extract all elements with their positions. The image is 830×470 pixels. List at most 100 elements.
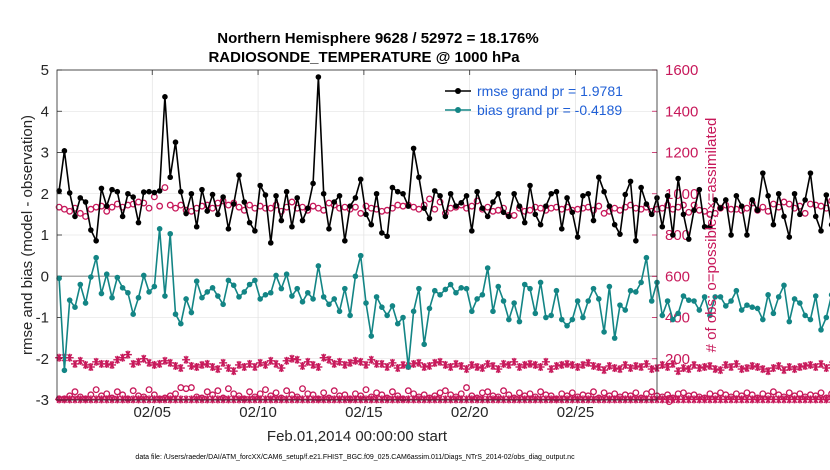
obs-possible-point <box>187 384 195 392</box>
rmse-point <box>537 221 544 228</box>
obs-assimilated-point <box>213 365 222 374</box>
obs-assimilated-point <box>446 363 455 371</box>
obs-assimilated-point <box>298 361 307 370</box>
rmse-point <box>98 185 105 192</box>
obs-assimilated-point <box>573 395 582 404</box>
obs-assimilated-point <box>245 395 254 404</box>
rmse-point <box>601 188 607 195</box>
bias-point <box>749 304 756 310</box>
rmse-point <box>633 237 639 244</box>
obs-assimilated-point <box>732 359 741 368</box>
obs-assimilated-point <box>155 359 164 368</box>
bias-point <box>712 294 719 300</box>
rmse-point <box>728 232 734 238</box>
bias-point <box>760 316 766 323</box>
bias-point <box>394 320 401 327</box>
bias-point <box>786 318 793 325</box>
obs-assimilated-point <box>272 359 281 368</box>
obs-assimilated-point <box>499 395 508 404</box>
obs-possible-point <box>71 388 79 396</box>
obs-assimilated-point <box>383 395 392 404</box>
obs-possible-point <box>680 201 687 209</box>
bias-point <box>458 285 465 291</box>
x-axis-label: Feb.01,2014 00:00:00 start <box>267 428 448 445</box>
rmse-point <box>103 203 110 209</box>
obs-assimilated-point <box>108 360 117 369</box>
bias-point <box>770 310 777 317</box>
rmse-point <box>675 175 681 182</box>
rmse-point <box>712 197 719 203</box>
obs-assimilated-point <box>827 395 830 404</box>
obs-assimilated-point <box>700 363 709 371</box>
rmse-point <box>442 213 449 220</box>
obs-assimilated-point <box>478 364 487 373</box>
bias-point <box>638 279 644 286</box>
rmse-point <box>453 203 459 209</box>
rmse-point <box>363 211 369 218</box>
obs-assimilated-point <box>425 361 434 370</box>
bias-point <box>659 312 666 319</box>
obs-assimilated-point <box>314 363 323 371</box>
bias-point <box>595 296 602 302</box>
bias-point <box>691 298 697 304</box>
plot-frame <box>56 69 658 401</box>
bias-point <box>590 285 597 292</box>
rmse-point <box>569 209 576 216</box>
bias-point <box>289 293 295 299</box>
rmse-point <box>167 174 174 181</box>
obs-assimilated-point <box>287 395 296 404</box>
rmse-point <box>267 240 274 246</box>
rmse-point <box>178 188 184 195</box>
obs-possible-point <box>246 201 254 209</box>
rmse-point <box>294 195 301 201</box>
rmse-point <box>379 230 385 236</box>
obs-assimilated-point <box>642 359 651 368</box>
bias-point <box>66 297 73 303</box>
bias-point <box>209 285 216 291</box>
obs-assimilated-point <box>393 364 402 373</box>
obs-assimilated-point <box>197 360 206 369</box>
obs-assimilated-point <box>758 365 767 374</box>
obs-possible-point <box>262 386 269 394</box>
obs-assimilated-point <box>166 358 175 367</box>
obs-assimilated-point <box>785 363 794 371</box>
y-tick-label-right: 1400 <box>665 103 698 120</box>
rmse-point <box>172 139 179 145</box>
bias-point <box>474 296 480 302</box>
bias-point <box>389 303 396 309</box>
obs-assimilated-point <box>600 366 609 375</box>
obs-assimilated-point <box>414 395 423 404</box>
bias-point <box>722 303 729 309</box>
bias-point <box>627 287 634 294</box>
obs-assimilated-point <box>621 360 630 369</box>
rmse-line <box>58 76 830 244</box>
bias-point <box>585 298 592 304</box>
rmse-point <box>114 188 121 195</box>
bias-point <box>336 308 343 315</box>
obs-assimilated-point <box>637 395 646 404</box>
bias-point <box>421 341 427 348</box>
obs-possible-point <box>76 209 84 217</box>
obs-possible-point <box>288 198 296 206</box>
obs-assimilated-point <box>637 363 646 371</box>
bias-point <box>400 314 406 321</box>
rmse-point <box>643 201 650 207</box>
rmse-point <box>331 199 338 205</box>
obs-assimilated-point <box>330 395 339 404</box>
rmse-point <box>754 207 761 214</box>
obs-possible-point <box>161 184 169 192</box>
obs-assimilated-point <box>817 395 826 404</box>
bias-point <box>707 312 713 319</box>
obs-assimilated-point <box>732 395 741 404</box>
bias-point <box>680 293 687 299</box>
rmse-point <box>437 193 443 199</box>
obs-assimilated-point <box>758 395 767 404</box>
obs-assimilated-point <box>145 395 154 404</box>
bias-point <box>781 282 787 289</box>
rmse-point <box>215 211 221 218</box>
bias-point <box>241 289 248 295</box>
obs-assimilated-point <box>361 360 370 369</box>
obs-possible-point <box>743 204 751 212</box>
obs-possible-point <box>330 387 338 395</box>
bias-point <box>622 307 629 313</box>
